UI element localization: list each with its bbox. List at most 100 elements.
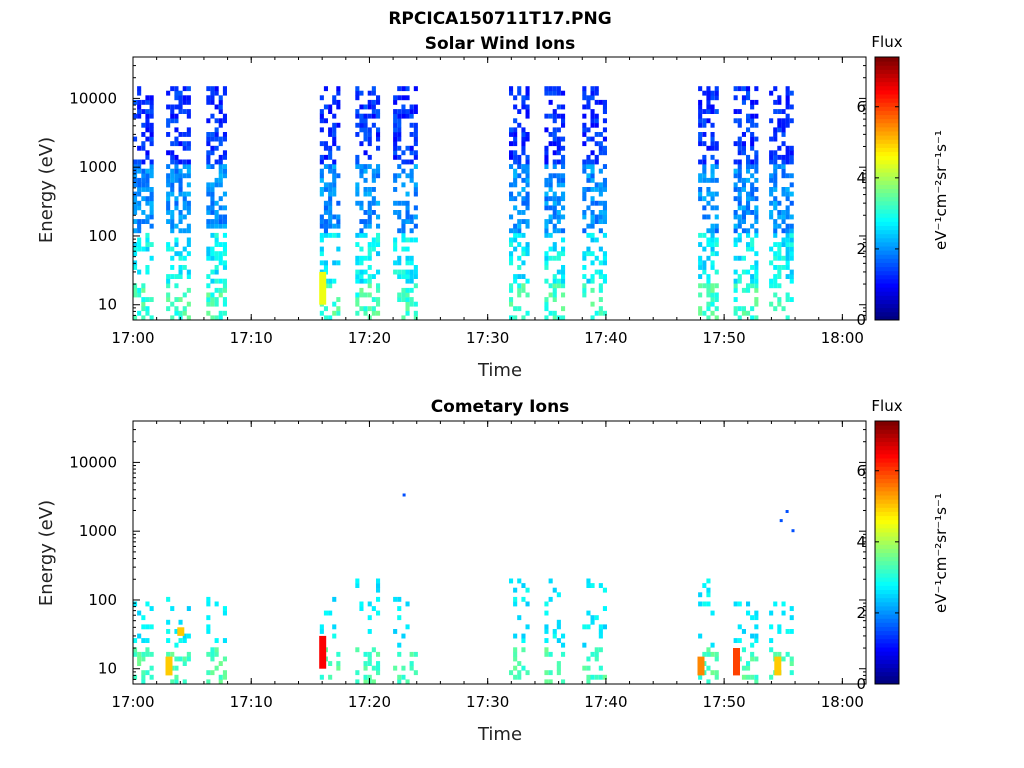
flux-cell: [586, 665, 591, 671]
flux-cell: [367, 274, 372, 279]
flux-cell: [714, 86, 719, 92]
flux-cell: [602, 118, 607, 124]
flux-cell: [698, 265, 703, 270]
flux-cell: [710, 95, 715, 101]
flux-cell: [206, 205, 211, 211]
flux-cell: [186, 99, 191, 105]
flux-cell: [561, 182, 566, 188]
flux-cell: [698, 633, 703, 639]
flux-cell: [401, 200, 406, 206]
flux-cell: [702, 109, 707, 114]
flux-cell: [746, 269, 751, 275]
flux-cell: [174, 86, 179, 92]
flux-cell: [544, 196, 549, 202]
flux-cell: [174, 306, 179, 312]
flux-cell: [214, 665, 219, 671]
flux-cell: [556, 173, 561, 179]
flux-cell: [586, 674, 591, 680]
flux-cell: [355, 154, 360, 160]
colorbar-swatch: [875, 209, 899, 214]
flux-cell: [170, 265, 175, 270]
flux-cell: [178, 187, 183, 192]
flux-cell: [218, 310, 223, 316]
flux-cell: [737, 86, 742, 92]
flux-cell: [371, 310, 376, 316]
flux-cell: [586, 624, 591, 630]
flux-cell: [525, 587, 530, 593]
flux-cell: [525, 205, 530, 211]
flux-cell: [182, 228, 187, 234]
flux-cell: [590, 90, 595, 96]
flux-cell: [525, 196, 530, 202]
flux-cell: [367, 651, 372, 657]
flux-cell: [355, 122, 360, 128]
flux-cell: [218, 196, 223, 202]
flux-cell: [214, 182, 219, 188]
flux-cell: [602, 214, 607, 220]
flux-cell: [355, 159, 360, 165]
flux-cell: [319, 113, 324, 119]
flux-cell: [178, 251, 183, 257]
flux-cell: [561, 90, 566, 96]
flux-cell: [785, 265, 790, 270]
flux-cell: [781, 168, 786, 174]
flux-cell: [698, 173, 703, 179]
colorbar-swatch: [875, 568, 899, 574]
flux-cell: [741, 255, 746, 261]
flux-cell: [397, 86, 402, 92]
flux-cell: [319, 191, 324, 197]
flux-cell: [214, 237, 219, 243]
flux-cell: [754, 86, 759, 92]
flux-cell: [401, 228, 406, 234]
flux-cell: [556, 592, 561, 598]
flux-cell: [556, 141, 561, 147]
flux-cell: [214, 301, 219, 307]
flux-cell: [521, 283, 526, 289]
colorbar-swatch: [875, 213, 899, 218]
colorbar-swatch: [875, 457, 899, 463]
flux-cell: [174, 665, 179, 671]
flux-cell: [733, 601, 738, 607]
flux-cell: [182, 265, 187, 270]
flux-cell: [359, 141, 364, 147]
flux-cell: [371, 606, 376, 611]
flux-cell: [218, 136, 223, 142]
flux-cell: [552, 228, 557, 234]
flux-cell: [397, 274, 402, 279]
flux-cell: [174, 223, 179, 229]
flux-cell: [702, 283, 707, 289]
flux-cell: [552, 587, 557, 593]
flux-cell: [371, 679, 376, 685]
flux-cell: [137, 292, 142, 298]
flux-cell: [561, 679, 566, 685]
flux-cell: [214, 638, 219, 643]
flux-cell: [218, 154, 223, 160]
x-tick-label: 17:00: [111, 693, 154, 711]
flux-cell: [698, 274, 703, 279]
flux-cell: [413, 86, 418, 92]
flux-cell: [773, 601, 778, 607]
flux-cell: [594, 219, 599, 224]
hot-spot: [733, 648, 740, 676]
flux-cell: [206, 219, 211, 224]
colorbar-swatch: [875, 69, 899, 74]
flux-cell: [544, 638, 549, 643]
flux-cell: [405, 287, 410, 293]
flux-cell: [746, 154, 751, 160]
flux-cell: [594, 90, 599, 96]
flux-cell: [218, 661, 223, 666]
flux-cell: [359, 122, 364, 128]
flux-cell: [174, 642, 179, 648]
flux-cell: [773, 173, 778, 179]
flux-cell: [332, 278, 337, 284]
flux-cell: [319, 674, 324, 680]
flux-cell: [737, 278, 742, 284]
flux-cell: [702, 260, 707, 266]
flux-cell: [586, 104, 591, 110]
flux-cell: [706, 601, 711, 607]
flux-cell: [214, 104, 219, 110]
flux-cell: [706, 86, 711, 92]
flux-cell: [336, 223, 341, 229]
flux-cell: [174, 656, 179, 662]
flux-cell: [376, 310, 381, 316]
